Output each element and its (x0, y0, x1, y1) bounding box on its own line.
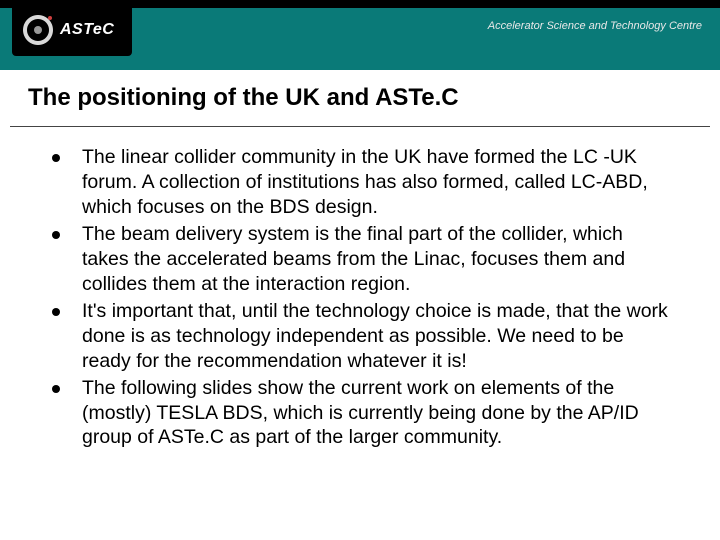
header-bar: ASTeC Accelerator Science and Technology… (0, 0, 720, 70)
slide-title: The positioning of the UK and ASTe.C (28, 84, 692, 112)
list-item: The beam delivery system is the final pa… (52, 222, 672, 297)
bullet-list: The linear collider community in the UK … (52, 145, 672, 450)
logo-text: ASTeC (60, 21, 114, 39)
header-tagline: Accelerator Science and Technology Centr… (488, 20, 702, 32)
logo: ASTeC (12, 4, 132, 56)
list-item: It's important that, until the technolog… (52, 299, 672, 374)
content-region: The linear collider community in the UK … (0, 127, 720, 450)
logo-swirl-icon (20, 12, 56, 48)
list-item: The linear collider community in the UK … (52, 145, 672, 220)
slide: ASTeC Accelerator Science and Technology… (0, 0, 720, 540)
title-region: The positioning of the UK and ASTe.C (0, 70, 720, 118)
list-item: The following slides show the current wo… (52, 376, 672, 451)
